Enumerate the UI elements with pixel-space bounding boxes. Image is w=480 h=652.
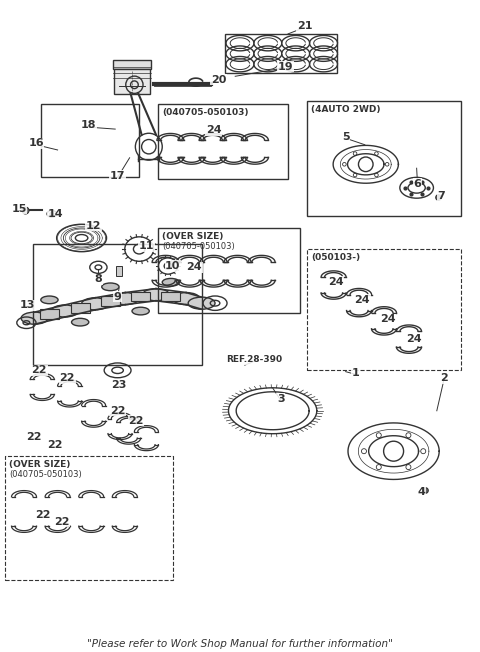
Bar (158, 228, 300, 313)
Text: REF.28-390: REF.28-390 (227, 355, 282, 364)
Text: (040705-050103): (040705-050103) (162, 242, 235, 251)
Text: 24: 24 (206, 125, 221, 136)
Text: 23: 23 (111, 379, 127, 390)
Text: 7: 7 (438, 190, 445, 201)
Text: "Please refer to Work Shop Manual for further information": "Please refer to Work Shop Manual for fu… (87, 639, 393, 649)
Ellipse shape (82, 298, 108, 310)
Text: 22: 22 (60, 373, 75, 383)
Ellipse shape (51, 305, 78, 317)
Text: 22: 22 (32, 365, 47, 376)
Ellipse shape (112, 293, 139, 304)
Text: (OVER SIZE): (OVER SIZE) (162, 232, 224, 241)
Text: (040705-050103): (040705-050103) (9, 470, 82, 479)
Text: 22: 22 (54, 516, 69, 527)
Text: 19: 19 (278, 61, 293, 72)
Ellipse shape (21, 312, 48, 324)
Text: 1: 1 (351, 368, 359, 378)
Text: 3: 3 (277, 394, 285, 404)
Text: 24: 24 (328, 276, 344, 287)
Bar (113, 59, 151, 69)
Ellipse shape (132, 307, 149, 315)
Text: 4: 4 (418, 487, 425, 497)
Text: 24: 24 (355, 295, 370, 305)
Bar (225, 34, 337, 73)
Ellipse shape (188, 297, 215, 309)
Text: 22: 22 (48, 439, 63, 450)
Text: 14: 14 (48, 209, 63, 219)
Text: 24: 24 (187, 262, 202, 273)
Text: 16: 16 (28, 138, 44, 149)
Text: 9: 9 (114, 291, 121, 302)
Text: 18: 18 (81, 120, 96, 130)
Text: 6: 6 (414, 179, 421, 189)
Text: 13: 13 (20, 300, 36, 310)
Text: 24: 24 (380, 314, 396, 325)
Bar (114, 69, 150, 93)
Bar (5, 456, 173, 580)
Text: (050103-): (050103-) (311, 253, 360, 262)
Bar (41, 104, 139, 177)
Ellipse shape (41, 296, 58, 304)
Bar (158, 104, 288, 179)
Ellipse shape (102, 283, 119, 291)
Ellipse shape (143, 289, 169, 301)
Text: 2: 2 (440, 373, 448, 383)
Text: 24: 24 (406, 334, 421, 344)
Text: 22: 22 (36, 510, 51, 520)
Text: (OVER SIZE): (OVER SIZE) (9, 460, 70, 469)
Text: (040705-050103): (040705-050103) (162, 108, 249, 117)
Ellipse shape (173, 293, 200, 304)
Ellipse shape (162, 278, 180, 286)
Text: 11: 11 (139, 241, 154, 252)
FancyBboxPatch shape (161, 292, 180, 301)
Text: 22: 22 (110, 406, 125, 416)
Bar (307, 101, 461, 216)
FancyBboxPatch shape (71, 303, 90, 312)
Text: 12: 12 (86, 220, 101, 231)
Ellipse shape (72, 318, 89, 326)
Bar (116, 266, 122, 276)
Text: 22: 22 (128, 415, 144, 426)
Text: 22: 22 (26, 432, 41, 442)
FancyBboxPatch shape (101, 297, 120, 306)
Text: (4AUTO 2WD): (4AUTO 2WD) (311, 105, 381, 114)
FancyBboxPatch shape (131, 292, 150, 301)
Text: 15: 15 (12, 203, 27, 214)
Text: 21: 21 (297, 21, 312, 31)
FancyBboxPatch shape (40, 310, 59, 319)
Text: 17: 17 (110, 171, 125, 181)
Bar (307, 249, 461, 370)
Bar (33, 244, 202, 365)
Text: 5: 5 (342, 132, 349, 142)
Text: 10: 10 (165, 261, 180, 271)
Text: 8: 8 (95, 274, 102, 284)
Text: 20: 20 (211, 74, 226, 85)
